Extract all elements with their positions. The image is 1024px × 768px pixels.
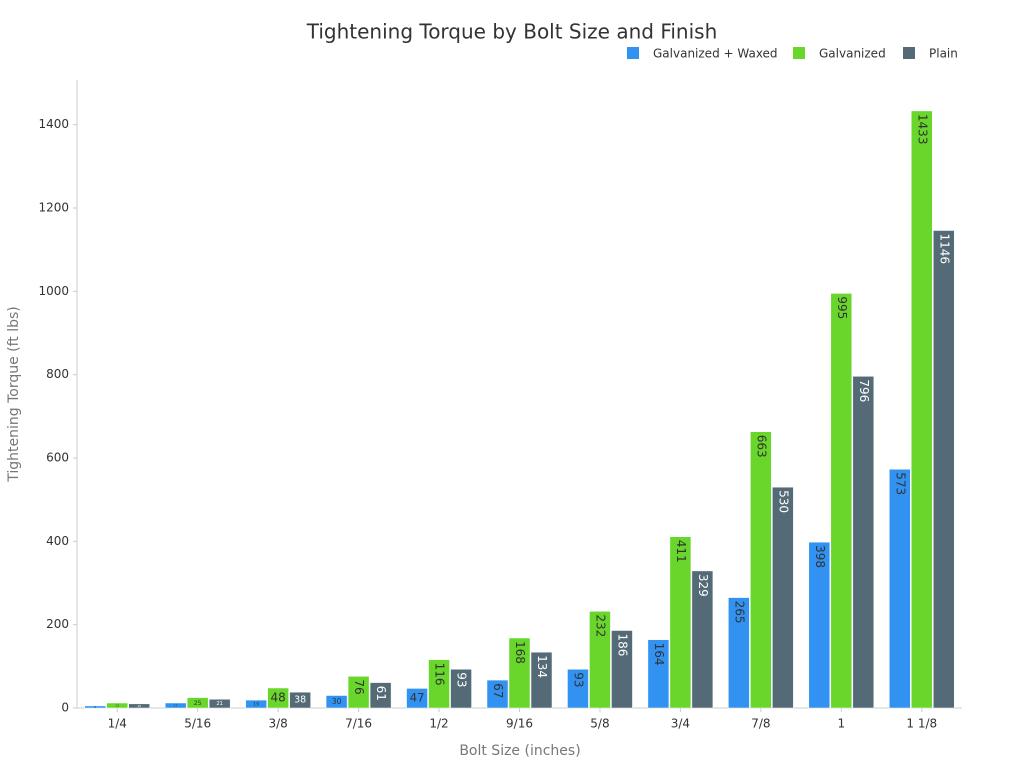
value-label: 663 <box>754 435 768 458</box>
value-label: 398 <box>813 545 827 568</box>
bar <box>450 669 472 709</box>
value-label: 67 <box>491 683 505 698</box>
bar <box>267 687 289 709</box>
value-label: 796 <box>857 379 871 402</box>
value-label: 116 <box>433 663 447 686</box>
bar <box>589 611 611 709</box>
legend-label: Plain <box>929 47 958 61</box>
bar <box>347 676 370 709</box>
x-tick-label: 5/8 <box>590 717 609 731</box>
y-axis-label: Tightening Torque (ft lbs) <box>6 306 22 483</box>
value-label: 186 <box>615 634 629 657</box>
bar <box>508 637 531 709</box>
bar <box>669 536 692 709</box>
x-axis-label: Bolt Size (inches) <box>459 743 580 759</box>
value-label: 93 <box>455 672 469 687</box>
value-label: 265 <box>732 601 746 624</box>
bar <box>830 293 853 709</box>
bar <box>406 688 428 709</box>
x-tick-label: 3/4 <box>671 717 690 731</box>
bar <box>933 230 955 709</box>
value-label: 47 <box>410 691 425 705</box>
value-label: 30 <box>332 697 342 706</box>
x-tick-label: 7/8 <box>751 717 770 731</box>
bar <box>911 110 933 709</box>
x-tick-label: 1 1/8 <box>906 717 937 731</box>
value-label: 995 <box>835 296 849 319</box>
value-label: 232 <box>593 614 607 637</box>
value-label: 134 <box>535 655 549 678</box>
value-label: 76 <box>352 679 366 694</box>
bar <box>889 469 911 709</box>
x-tick-label: 3/8 <box>268 717 287 731</box>
legend-swatch <box>793 47 805 59</box>
value-label: 61 <box>374 686 388 701</box>
bar <box>208 699 231 709</box>
value-label: 21 <box>216 701 223 707</box>
bar <box>369 682 392 709</box>
value-label: 10 <box>137 704 141 708</box>
y-tick-label: 200 <box>46 617 69 631</box>
legend-swatch <box>627 47 639 59</box>
y-tick-label: 0 <box>61 701 69 715</box>
y-tick-label: 800 <box>46 367 69 381</box>
value-label: 573 <box>893 472 907 495</box>
bar <box>325 695 348 709</box>
bar <box>611 630 633 709</box>
y-tick-label: 400 <box>46 534 69 548</box>
bar <box>808 541 831 709</box>
x-tick-label: 1/4 <box>108 717 127 731</box>
x-tick-label: 1 <box>837 717 845 731</box>
chart-title: Tightening Torque by Bolt Size and Finis… <box>306 20 718 44</box>
bar <box>106 702 128 709</box>
bar <box>530 651 553 709</box>
legend-swatch <box>903 47 915 59</box>
value-label: 25 <box>194 700 202 707</box>
bar <box>647 639 670 709</box>
value-label: 12 <box>115 704 119 708</box>
value-label: 1146 <box>937 234 951 265</box>
y-tick-label: 1200 <box>38 201 69 215</box>
value-label: 530 <box>776 490 790 513</box>
legend-label: Galvanized <box>819 47 886 61</box>
y-tick-label: 1000 <box>38 284 69 298</box>
value-label: 48 <box>270 691 285 705</box>
bar <box>84 705 106 709</box>
legend-label: Galvanized + Waxed <box>653 47 778 61</box>
bar <box>428 659 450 709</box>
bar <box>245 699 267 709</box>
bar <box>852 376 875 709</box>
x-tick-label: 9/16 <box>506 717 533 731</box>
y-tick-label: 600 <box>46 451 69 465</box>
y-tick-label: 1400 <box>38 117 69 131</box>
bar <box>486 679 509 709</box>
bar <box>164 702 187 709</box>
bar <box>289 691 311 709</box>
value-label: 38 <box>294 695 306 706</box>
value-label: 164 <box>652 643 666 666</box>
bar <box>772 486 794 709</box>
bar <box>728 597 750 709</box>
value-label: 329 <box>696 574 710 597</box>
value-label: 1433 <box>915 114 929 145</box>
bar <box>128 703 150 709</box>
x-tick-label: 1/2 <box>429 717 448 731</box>
value-label: 168 <box>513 641 527 664</box>
bar <box>750 431 772 709</box>
bar <box>691 570 714 709</box>
value-label: 93 <box>571 672 585 687</box>
value-label: 19 <box>253 702 259 708</box>
bar <box>186 697 209 709</box>
value-label: 5 <box>94 705 96 709</box>
x-tick-label: 5/16 <box>184 717 211 731</box>
value-label: 12 <box>174 704 178 708</box>
bar <box>567 669 589 709</box>
x-tick-label: 7/16 <box>345 717 372 731</box>
value-label: 411 <box>674 540 688 563</box>
